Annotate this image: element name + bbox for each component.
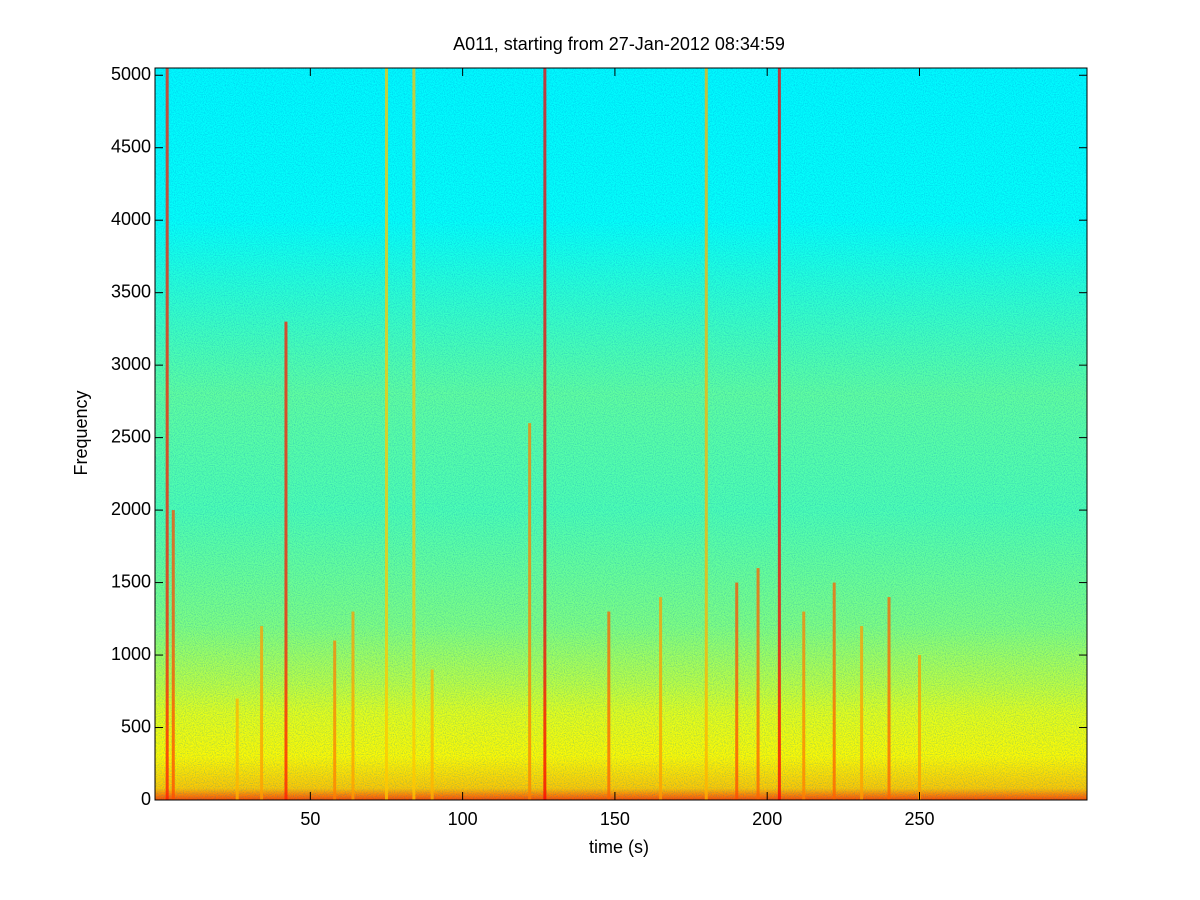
- event-streak: [351, 611, 355, 800]
- y-tick-label: 1000: [111, 644, 151, 664]
- y-tick-label: 2500: [111, 426, 151, 446]
- plot-frame: [154, 67, 1088, 801]
- event-streak: [171, 510, 175, 800]
- event-streak: [333, 640, 337, 800]
- event-streak: [430, 669, 434, 800]
- y-tick-label: 1500: [111, 571, 151, 591]
- x-tick-label: 250: [904, 809, 934, 829]
- event-streak: [777, 68, 781, 800]
- x-axis-label: time (s): [589, 837, 649, 857]
- y-tick-label: 3000: [111, 354, 151, 374]
- event-streak: [165, 68, 169, 800]
- event-streak: [607, 611, 611, 800]
- y-tick-label: 4500: [111, 136, 151, 156]
- event-streak: [802, 611, 806, 800]
- x-tick-label: 100: [448, 809, 478, 829]
- y-tick-label: 2000: [111, 499, 151, 519]
- y-tick-label: 0: [141, 789, 151, 809]
- y-axis-label: Frequency: [71, 390, 91, 475]
- event-streak: [887, 597, 891, 800]
- event-streak: [832, 582, 836, 800]
- y-tick-label: 5000: [111, 64, 151, 84]
- event-streak: [756, 568, 760, 800]
- event-streak: [735, 582, 739, 800]
- y-tick-label: 4000: [111, 209, 151, 229]
- event-streak: [384, 68, 388, 800]
- x-tick-label: 50: [300, 809, 320, 829]
- event-streak: [917, 655, 921, 800]
- event-streak: [543, 68, 547, 800]
- event-streak: [284, 321, 288, 800]
- event-streak: [260, 626, 264, 800]
- event-streak: [659, 597, 663, 800]
- x-tick-label: 200: [752, 809, 782, 829]
- event-streak: [412, 68, 416, 800]
- chart-title: A011, starting from 27-Jan-2012 08:34:59: [453, 34, 785, 54]
- event-streak: [528, 423, 532, 800]
- y-tick-label: 3500: [111, 281, 151, 301]
- noise-texture: [155, 68, 1087, 800]
- x-tick-label: 150: [600, 809, 630, 829]
- event-streak: [235, 698, 239, 800]
- event-streak: [704, 68, 708, 800]
- event-streak: [860, 626, 864, 800]
- y-tick-label: 500: [121, 716, 151, 736]
